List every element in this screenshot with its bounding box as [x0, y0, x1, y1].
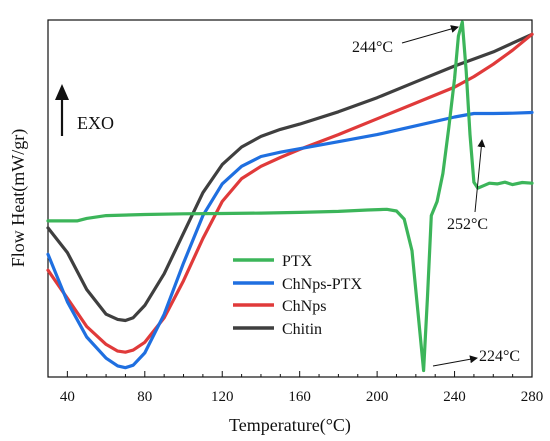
legend-label: PTX: [282, 253, 313, 270]
exo-indicator: EXO: [55, 84, 114, 136]
exo-label: EXO: [77, 113, 114, 133]
annotation-arrow: [474, 139, 486, 213]
x-tick-label: 160: [288, 389, 311, 405]
x-tick-label: 40: [60, 389, 75, 405]
series-line-chnps-ptx: [46, 110, 534, 370]
series-layer: [46, 20, 534, 373]
series-line-chitin: [46, 32, 534, 323]
annotation-arrow: [401, 25, 459, 44]
annotation-label: 224°C: [479, 348, 520, 365]
annotation-arrow: [432, 355, 478, 367]
x-axis-title: Temperature(°C): [229, 415, 351, 436]
legend-item-chnps: ChNps: [233, 298, 326, 315]
legend-item-chitin: Chitin: [233, 321, 322, 338]
annotation-224: 224°C: [432, 348, 520, 367]
x-axis-tick-labels: 40 80 120 160 200 240 280: [60, 389, 543, 405]
x-axis-ticks: [47, 371, 533, 377]
plot-frame: [47, 19, 533, 378]
legend-item-chnps-ptx: ChNps-PTX: [233, 276, 362, 293]
x-tick-label: 240: [443, 389, 466, 405]
up-arrow-icon-head: [55, 84, 69, 100]
x-tick-label: 80: [137, 389, 152, 405]
legend: PTX ChNps-PTX ChNps Chitin: [233, 253, 362, 338]
annotation-label: 252°C: [447, 216, 488, 233]
x-tick-label: 200: [366, 389, 389, 405]
series-line-chnps: [46, 32, 534, 354]
legend-label: Chitin: [282, 321, 322, 338]
legend-label: ChNps-PTX: [282, 276, 362, 293]
legend-label: ChNps: [282, 298, 326, 315]
annotation-label: 244°C: [352, 39, 393, 56]
x-tick-label: 120: [211, 389, 234, 405]
annotation-244: 244°C: [352, 25, 459, 56]
y-axis-title: Flow Heat(mW/gr): [8, 129, 29, 267]
series-line-ptx: [46, 20, 534, 373]
legend-item-ptx: PTX: [233, 253, 313, 270]
annotation-252: 252°C: [447, 139, 488, 233]
x-tick-label: 280: [521, 389, 544, 405]
